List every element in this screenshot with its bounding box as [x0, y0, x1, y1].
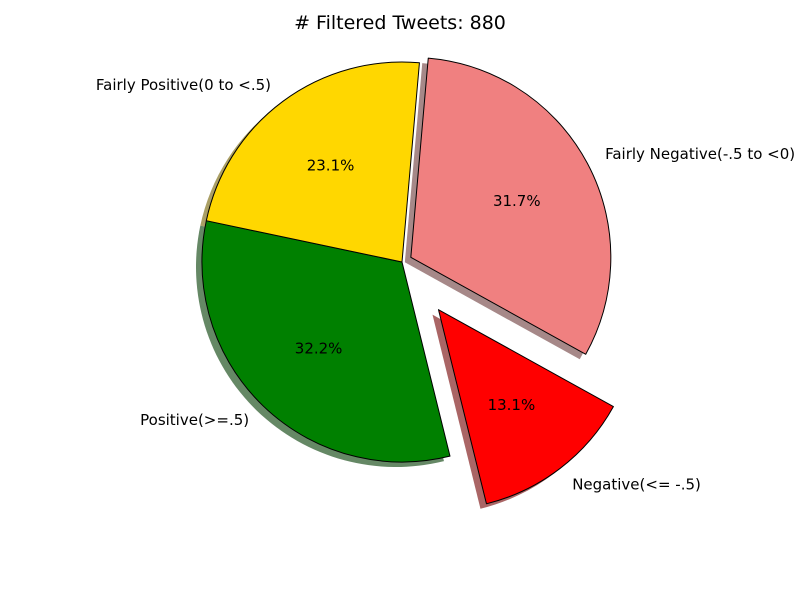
- category-label: Positive(>=.5): [140, 411, 249, 429]
- percent-label: 32.2%: [295, 339, 343, 357]
- pie-slice-negative-5: [437, 309, 614, 505]
- pie-slice-fairly-negative-5-to-0: [410, 57, 612, 355]
- pie-slices: [201, 57, 614, 505]
- pie-slice-fairly-positive-0-to-5: [205, 61, 420, 263]
- percent-labels: 31.7% 13.1% 32.2% 23.1%: [295, 157, 541, 414]
- category-label: Fairly Positive(0 to <.5): [96, 76, 271, 94]
- category-label: Fairly Negative(-.5 to <0): [605, 145, 795, 163]
- percent-label: 31.7%: [493, 192, 541, 210]
- percent-label: 23.1%: [307, 157, 355, 175]
- chart-title: # Filtered Tweets: 880: [294, 12, 506, 34]
- category-labels: Fairly Negative(-.5 to <0) Negative(<= -.…: [96, 76, 795, 493]
- category-label: Negative(<= -.5): [572, 475, 701, 493]
- pie-slice-positive-5: [201, 220, 451, 463]
- percent-label: 13.1%: [488, 396, 536, 414]
